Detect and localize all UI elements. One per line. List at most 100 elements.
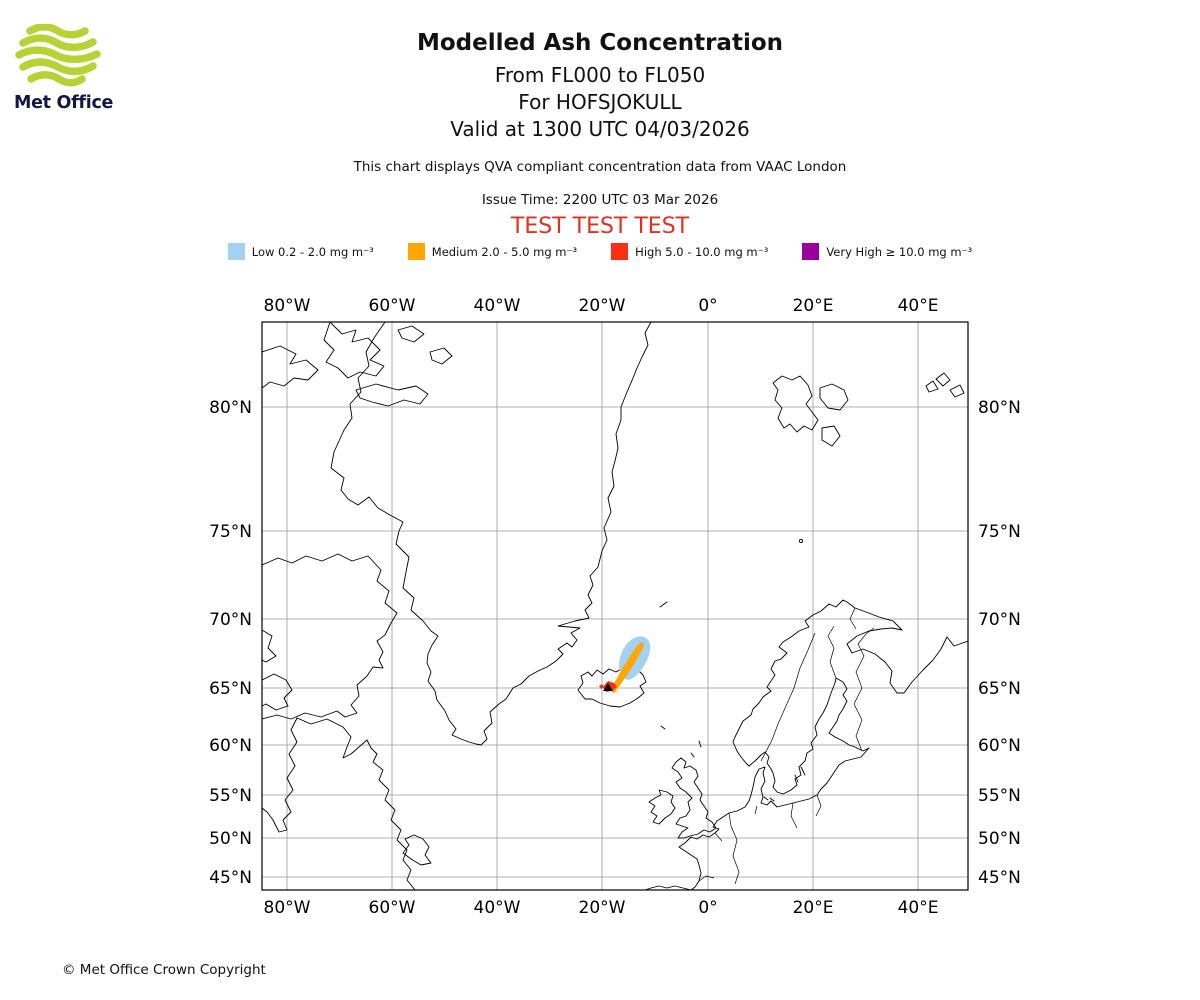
subtitle-volcano: For HOFSJOKULL	[518, 90, 682, 114]
lon-label-bottom: 0°	[698, 898, 717, 918]
lon-label-bottom: 40°E	[898, 898, 939, 918]
lon-label-bottom: 40°W	[474, 898, 521, 918]
coastline-jan-mayen	[659, 601, 668, 608]
border-rhine	[728, 812, 740, 885]
volcano-marker-icon	[603, 683, 613, 691]
coastline-faroe-islands	[660, 725, 666, 730]
legend-label-very-high: Very High ≥ 10.0 mg m⁻³	[826, 244, 973, 259]
lat-label-left: 60°N	[209, 736, 252, 756]
ash-contour-medium	[612, 642, 644, 690]
coastline-arctic-island-3	[397, 325, 425, 343]
lat-label-left: 50°N	[209, 829, 252, 849]
lat-label-left: 55°N	[209, 786, 252, 806]
lat-label-right: 75°N	[978, 522, 1021, 542]
subtitle-flight-levels: From FL000 to FL050	[494, 63, 706, 87]
lon-label-top: 40°W	[474, 296, 521, 316]
coastline-ellesmere	[262, 345, 319, 389]
met-office-logo-icon	[15, 23, 101, 87]
coastline-great-britain	[671, 757, 717, 839]
border-finland-russia	[853, 627, 875, 752]
ash-plume	[599, 636, 651, 693]
lon-label-bottom: 20°W	[579, 898, 626, 918]
coastline-newfoundland	[402, 834, 432, 866]
lon-label-top: 40°E	[898, 296, 939, 316]
border-poland-germany	[790, 802, 798, 829]
coastline-svalbard-edgeoya	[821, 425, 841, 447]
legend-item-high: High 5.0 - 10.0 mg m⁻³	[611, 243, 768, 260]
coastline-iceland	[577, 667, 647, 708]
border-baltic-1	[815, 794, 822, 817]
border-denmark-germany	[754, 805, 758, 815]
coastline-arctic-island-1	[323, 322, 385, 379]
coastline-arctic-island-4	[429, 347, 453, 365]
coastline-franz-josef-land-2	[949, 384, 965, 398]
met-office-logo: Met Office	[14, 23, 134, 113]
lat-label-left: 45°N	[209, 868, 252, 888]
map-border	[261, 321, 969, 891]
legend-item-very-high: Very High ≥ 10.0 mg m⁻³	[802, 243, 972, 260]
lat-label-right: 65°N	[978, 679, 1021, 699]
lon-label-bottom: 80°W	[264, 898, 311, 918]
coastline-bear-island	[798, 538, 804, 544]
coastline-greenland	[330, 322, 652, 746]
lon-label-top: 20°W	[579, 296, 626, 316]
lat-label-right: 45°N	[978, 868, 1021, 888]
lat-label-right: 55°N	[978, 786, 1021, 806]
legend-item-low: Low 0.2 - 2.0 mg m⁻³	[227, 243, 374, 260]
coastlines	[262, 322, 968, 890]
lat-label-right: 70°N	[978, 610, 1021, 630]
coastline-svalbard-nordaustlandet	[819, 383, 849, 411]
lat-label-right: 60°N	[978, 736, 1021, 756]
coastline-denmark-islands	[763, 796, 775, 802]
country-borders	[698, 607, 875, 885]
legend-swatch-low	[227, 243, 245, 260]
lon-label-top: 0°	[698, 296, 717, 316]
legend-swatch-medium	[407, 243, 425, 260]
lon-label-bottom: 20°E	[793, 898, 834, 918]
legend-item-medium: Medium 2.0 - 5.0 mg m⁻³	[407, 243, 578, 260]
legend-label-low: Low 0.2 - 2.0 mg m⁻³	[251, 244, 374, 259]
coastline-shetland	[698, 740, 702, 748]
compliance-note: This chart displays QVA compliant concen…	[353, 159, 847, 175]
border-france-belgium	[714, 832, 723, 842]
border-norway-russia	[849, 607, 857, 630]
legend-label-high: High 5.0 - 10.0 mg m⁻³	[635, 244, 769, 259]
coastline-baffin-north	[262, 553, 369, 566]
lat-label-left: 80°N	[209, 398, 252, 418]
coastline-arctic-island-2	[355, 383, 429, 407]
border-pyrenees	[698, 875, 715, 882]
coastline-oland	[794, 774, 799, 783]
lon-label-bottom: 60°W	[369, 898, 416, 918]
legend-label-medium: Medium 2.0 - 5.0 mg m⁻³	[431, 244, 578, 259]
coastline-europe-scandinavia	[644, 599, 968, 890]
coastline-hudson-bay-east	[262, 717, 298, 833]
issue-time: Issue Time: 2200 UTC 03 Mar 2026	[481, 192, 719, 208]
ash-contour-high-detached	[599, 684, 604, 689]
coastline-franz-josef-land-1	[935, 372, 951, 387]
border-sweden-finland	[827, 625, 837, 679]
lon-label-top: 80°W	[264, 296, 311, 316]
coastline-ungava-labrador	[296, 717, 416, 890]
page-title: Modelled Ash Concentration	[416, 30, 784, 56]
lon-label-top: 20°E	[793, 296, 834, 316]
lat-label-right: 80°N	[978, 398, 1021, 418]
lat-label-right: 50°N	[978, 829, 1021, 849]
lon-label-top: 60°W	[369, 296, 416, 316]
legend-swatch-very-high	[802, 243, 820, 260]
coastline-melville-peninsula	[262, 629, 277, 663]
coastline-orkney	[690, 752, 695, 758]
lat-label-left: 70°N	[209, 610, 252, 630]
lat-label-left: 75°N	[209, 522, 252, 542]
coastline-baffin-east	[262, 555, 398, 720]
border-norway-sweden	[760, 632, 816, 762]
coastline-franz-josef-land-3	[925, 380, 939, 393]
coastline-southampton-island	[262, 673, 293, 711]
copyright-notice: © Met Office Crown Copyright	[62, 962, 266, 978]
coastline-ireland	[648, 789, 676, 825]
coastline-gotland	[800, 766, 806, 776]
test-banner: TEST TEST TEST	[510, 214, 690, 239]
subtitle-valid-time: Valid at 1300 UTC 04/03/2026	[450, 117, 750, 141]
coastline-svalbard-spitsbergen	[772, 375, 819, 433]
legend-swatch-high	[611, 243, 629, 260]
